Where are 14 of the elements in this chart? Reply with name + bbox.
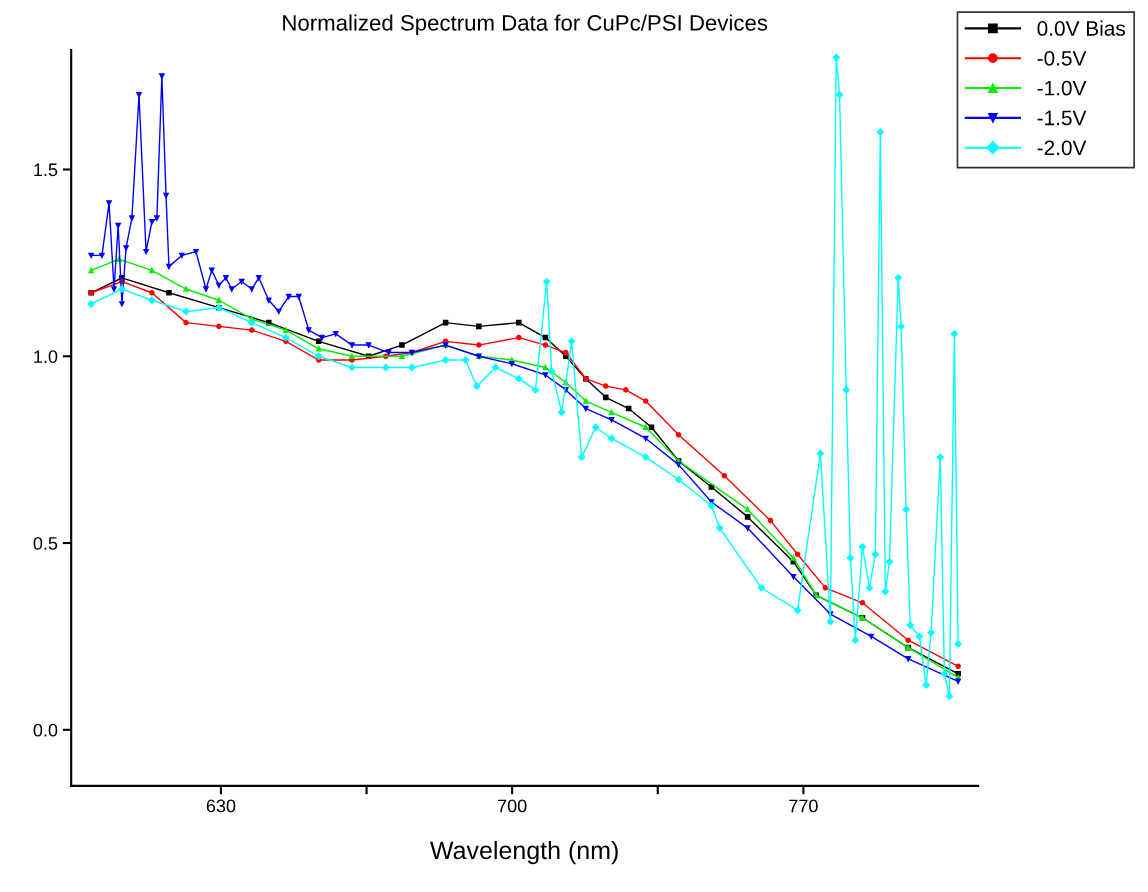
legend-label: -0.5V [1037, 50, 1087, 66]
y-tick-label: 0.5 [33, 536, 58, 550]
x-tick-label: 700 [498, 799, 527, 813]
legend-label: -2.0V [1037, 140, 1087, 156]
legend-label: -1.5V [1037, 110, 1087, 126]
legend-label: -1.0V [1037, 80, 1087, 96]
y-tick-label: 0.0 [33, 723, 58, 737]
chart-title: Normalized Spectrum Data for CuPc/PSI Devices [283, 14, 768, 36]
x-tick-label: 630 [206, 799, 236, 813]
legend-label: 0.0V Bias [1037, 20, 1126, 36]
y-tick-label: 1.5 [34, 163, 58, 177]
x-axis-title: Wavelength (nm) [430, 840, 618, 865]
y-tick-label: 1.0 [34, 350, 58, 363]
x-tick-label: 770 [789, 799, 818, 813]
